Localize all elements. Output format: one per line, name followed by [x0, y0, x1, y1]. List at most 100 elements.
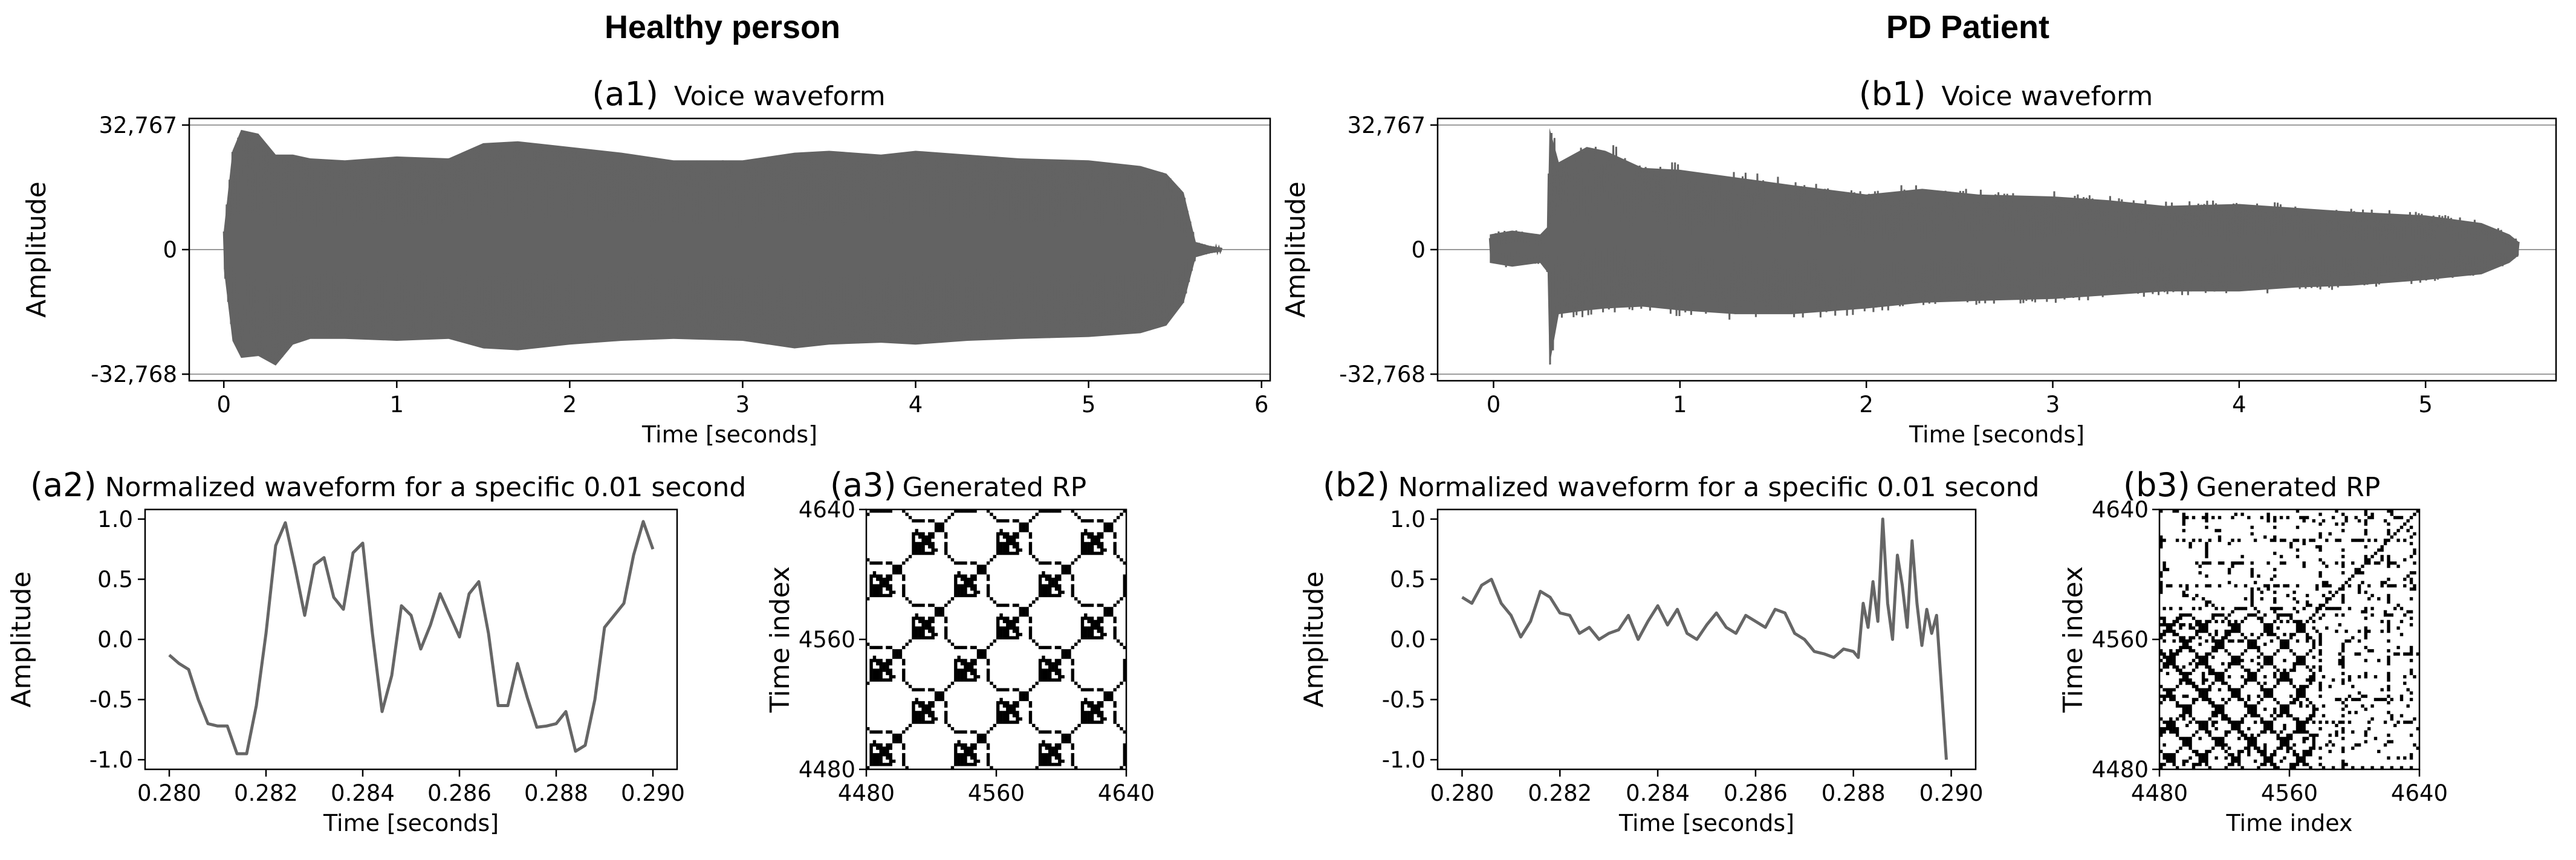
a2-y-axis-label: Amplitude	[6, 571, 37, 707]
b2-panel-tag: (b2)	[1323, 466, 1390, 504]
b1-x-axis-label: Time [seconds]	[1909, 421, 2084, 448]
a3-y-tick-label: 4560	[799, 627, 855, 653]
b3-recurrence-cells	[2159, 509, 2419, 769]
b1-waveform-trace	[1488, 132, 2520, 365]
b2-x-tick-label: 0.282	[1528, 780, 1592, 806]
a1-x-tick-label: 4	[909, 392, 923, 418]
a2-x-tick-label: 0.286	[427, 780, 492, 806]
a1-title-text: Voice waveform	[674, 81, 886, 112]
a2-y-tick-label: -0.5	[89, 687, 133, 713]
b1-x-tick-label: 3	[2046, 392, 2060, 418]
a1-panel-tag: (a1)	[592, 75, 658, 113]
a2-panel-tag: (a2)	[30, 466, 97, 504]
b1-y-tick-label: -32,768	[1339, 361, 1426, 387]
b1-title-text: Voice waveform	[1942, 81, 2153, 112]
a3-panel-title: (a3) Generated RP	[830, 466, 1086, 504]
a2-x-tick-label: 0.280	[137, 780, 201, 806]
a3-y-axis-label: Time index	[765, 566, 796, 713]
a2-panel-title: (a2) Normalized waveform for a specific 0…	[30, 466, 746, 504]
a1-y-tick-label: -32,768	[91, 361, 177, 387]
a2-y-tick-label: 0.0	[97, 627, 133, 653]
a3-y-tick-label: 4640	[799, 497, 855, 523]
a3-recurrence-plot	[866, 509, 1126, 769]
a2-title-text: Normalized waveform for a specific 0.01 …	[105, 472, 747, 503]
a1-y-tick-label: 32,767	[99, 112, 177, 138]
a2-x-axis-label: Time [seconds]	[323, 810, 499, 836]
b3-x-axis-label: Time index	[2225, 810, 2352, 836]
a1-x-tick-label: 6	[1254, 392, 1269, 418]
b1-x-tick-label: 0	[1487, 392, 1501, 418]
a1-x-axis-label: Time [seconds]	[641, 421, 817, 448]
b2-y-tick-label: 0.0	[1390, 627, 1426, 653]
panel-a3: 4480 4560 4640 4640 4560 4480 (a3) Generated RP…	[765, 466, 1155, 806]
b3-panel-title: (b3) Generated RP	[2123, 466, 2380, 504]
b1-panel-title: (b1) Voice waveform	[1859, 75, 2153, 113]
a1-y-tick-label: 0	[163, 237, 177, 263]
a2-x-tick-label: 0.290	[621, 780, 685, 806]
a2-y-tick-label: -1.0	[89, 747, 133, 773]
a3-title-text: Generated RP	[903, 472, 1087, 503]
b3-x-tick-label: 4640	[2391, 780, 2448, 806]
b2-y-tick-label: -0.5	[1382, 687, 1426, 713]
a2-y-tick-label: 0.5	[97, 566, 133, 592]
b3-y-tick-label: 4480	[2092, 757, 2149, 783]
b2-series-line	[1461, 517, 1948, 760]
b1-y-tick-label: 0	[1411, 237, 1426, 263]
b2-x-tick-label: 0.288	[1822, 780, 1886, 806]
a1-y-axis-label: Amplitude	[21, 181, 52, 317]
b1-x-tick-label: 4	[2232, 392, 2247, 418]
a1-x-tick-label: 0	[216, 392, 231, 418]
b2-x-tick-label: 0.286	[1724, 780, 1788, 806]
a1-x-tick-label: 1	[390, 392, 404, 418]
a3-recurrence-cells	[866, 509, 1126, 769]
a2-x-tick-label: 0.284	[331, 780, 395, 806]
a3-y-tick-label: 4480	[799, 757, 855, 783]
b2-x-tick-label: 0.284	[1626, 780, 1690, 806]
a2-x-tick-label: 0.288	[524, 780, 588, 806]
a1-panel-title: (a1) Voice waveform	[592, 75, 885, 113]
b2-x-axis-label: Time [seconds]	[1618, 810, 1794, 836]
b3-y-axis-label: Time index	[2058, 566, 2089, 713]
b1-panel-tag: (b1)	[1859, 75, 1926, 113]
b2-y-axis-label: Amplitude	[1299, 571, 1329, 707]
b1-y-tick-label: 32,767	[1348, 112, 1426, 138]
b3-x-tick-label: 4480	[2131, 780, 2188, 806]
a3-x-tick-label: 4640	[1098, 780, 1155, 806]
a3-x-tick-label: 4560	[968, 780, 1025, 806]
b2-x-tick-label: 0.280	[1430, 780, 1494, 806]
a1-waveform-trace	[222, 132, 1223, 360]
a2-x-tick-label: 0.282	[234, 780, 298, 806]
b3-title-text: Generated RP	[2196, 472, 2381, 503]
a3-panel-tag: (a3)	[830, 466, 897, 504]
b2-y-tick-label: -1.0	[1382, 747, 1426, 773]
b2-plot-frame	[1436, 508, 1977, 771]
b1-x-tick-label: 1	[1673, 392, 1687, 418]
a1-x-tick-label: 3	[736, 392, 750, 418]
b2-title-text: Normalized waveform for a specific 0.01 …	[1398, 472, 2040, 503]
panel-b3: 4480 4560 4640 4640 4560 4480 (b3) Generated RP…	[2058, 466, 2448, 836]
panel-a1: 0 1 2 3 4 5 6 32,767 0 -32,768 (a1) Voice waveform T…	[21, 75, 1271, 448]
panel-b2: 0.280 0.282 0.284 0.286 0.288 0.290 1.0 0.5 0.0 -…	[1299, 466, 2039, 836]
b1-x-tick-label: 5	[2418, 392, 2433, 418]
b3-recurrence-plot	[2159, 509, 2419, 769]
a2-y-tick-label: 1.0	[97, 506, 133, 532]
panel-a2: 0.280 0.282 0.284 0.286 0.288 0.290 1.0 0.5 0.0 -…	[6, 466, 746, 836]
b3-x-tick-label: 4560	[2261, 780, 2318, 806]
a3-x-tick-label: 4480	[838, 780, 895, 806]
pd-group-title: PD Patient	[1886, 9, 2049, 45]
a2-plot-frame	[144, 508, 678, 771]
b2-y-tick-label: 0.5	[1390, 566, 1426, 592]
b2-x-tick-label: 0.290	[1919, 780, 1984, 806]
b3-y-tick-label: 4560	[2092, 627, 2149, 653]
b2-panel-title: (b2) Normalized waveform for a specific 0…	[1323, 466, 2039, 504]
a1-x-tick-label: 5	[1082, 392, 1096, 418]
a1-x-tick-label: 2	[563, 392, 577, 418]
b3-panel-tag: (b3)	[2123, 466, 2190, 504]
b1-y-axis-label: Amplitude	[1280, 181, 1311, 317]
b3-y-tick-label: 4640	[2092, 497, 2149, 523]
panel-b1: 0 1 2 3 4 5 32,767 0 -32,768 (b1) Voice waveform Ti…	[1280, 75, 2557, 448]
healthy-group-title: Healthy person	[605, 9, 840, 45]
b2-y-tick-label: 1.0	[1390, 506, 1426, 532]
a2-series-line	[168, 520, 655, 755]
